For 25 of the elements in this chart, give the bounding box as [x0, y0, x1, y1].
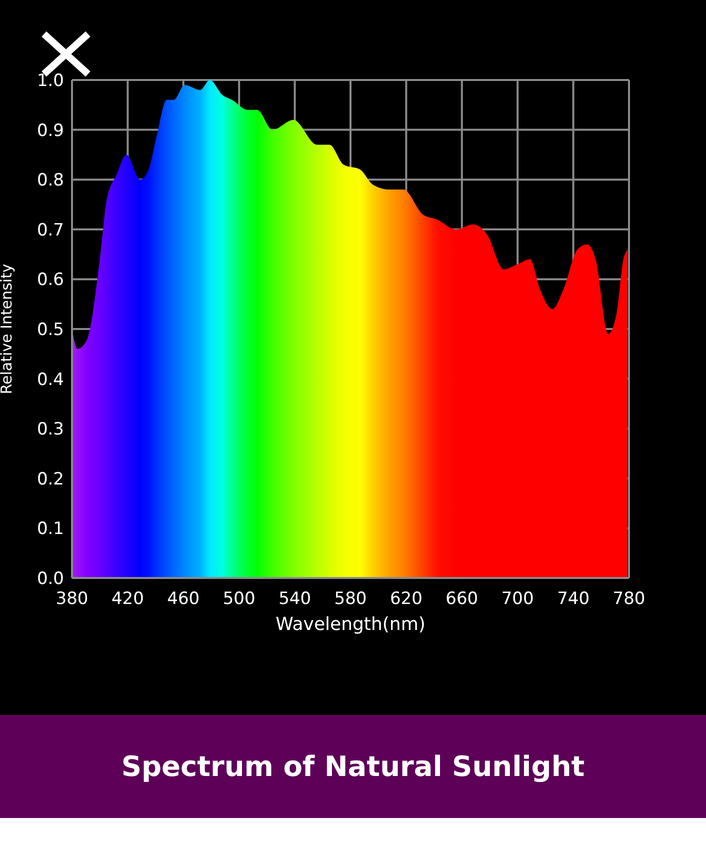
y-tick-label: 0.1: [36, 519, 64, 540]
x-tick-label: 500: [222, 589, 256, 610]
x-tick-label: 620: [390, 589, 422, 610]
x-tick-label: 780: [612, 589, 646, 610]
x-tick-label: 540: [278, 589, 312, 610]
y-tick-label: 0.3: [36, 420, 64, 440]
x-tick-label: 380: [56, 589, 88, 610]
x-tick-label: 660: [446, 589, 478, 610]
x-axis-title: Wavelength(nm): [276, 614, 426, 635]
y-tick-label: 0.5: [36, 320, 64, 340]
x-tick-label: 740: [557, 589, 590, 610]
y-tick-label: 0.9: [36, 120, 64, 141]
y-tick-label: 0.8: [36, 170, 64, 191]
y-tick-label: 0.2: [36, 469, 64, 490]
y-tick-label: 0.4: [36, 370, 64, 390]
y-tick-label: 0.7: [36, 220, 64, 240]
y-tick-label: 0.0: [36, 569, 64, 590]
y-axis-title: Relative Intensity: [0, 264, 16, 394]
text: Spectrum of Natural Sunlight: [121, 750, 585, 783]
y-tick-label: 0.6: [36, 270, 64, 290]
x-tick-label: 420: [111, 589, 144, 610]
x-tick-label: 700: [501, 589, 534, 610]
x-tick-label: 580: [334, 589, 367, 610]
y-tick-label: 1.0: [36, 71, 64, 92]
x-tick-label: 460: [167, 589, 200, 610]
